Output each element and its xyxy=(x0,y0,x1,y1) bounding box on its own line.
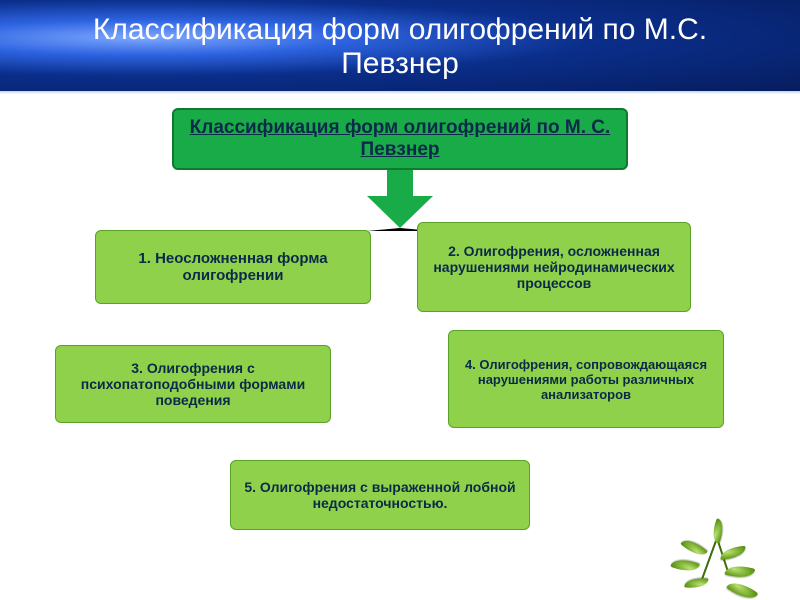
slide-title: Классификация форм олигофрений по М.С. П… xyxy=(0,13,800,82)
arrow-stem xyxy=(387,170,413,196)
item-box-4: 4. Олигофрения, сопровождающаяся нарушен… xyxy=(448,330,724,428)
diagram-header: Классификация форм олигофрений по М. С. … xyxy=(172,108,628,170)
diagram-header-text: Классификация форм олигофрений по М. С. … xyxy=(188,117,612,161)
item-box-2: 2. Олигофрения, осложненная нарушениями … xyxy=(417,222,691,312)
item-text: 1. Неосложненная форма олигофрении xyxy=(108,250,358,284)
item-text: 3. Олигофрения с психопатоподобными форм… xyxy=(68,360,318,408)
item-box-5: 5. Олигофрения с выраженной лобной недос… xyxy=(230,460,530,530)
item-box-3: 3. Олигофрения с психопатоподобными форм… xyxy=(55,345,331,423)
slide: Классификация форм олигофрений по М.С. П… xyxy=(0,0,800,600)
item-text: 5. Олигофрения с выраженной лобной недос… xyxy=(243,479,517,511)
item-box-1: 1. Неосложненная форма олигофрении xyxy=(95,230,371,304)
item-text: 4. Олигофрения, сопровождающаяся нарушен… xyxy=(461,357,711,402)
title-band: Классификация форм олигофрений по М.С. П… xyxy=(0,0,800,94)
item-text: 2. Олигофрения, осложненная нарушениями … xyxy=(430,243,678,291)
leaves-icon xyxy=(680,532,770,592)
